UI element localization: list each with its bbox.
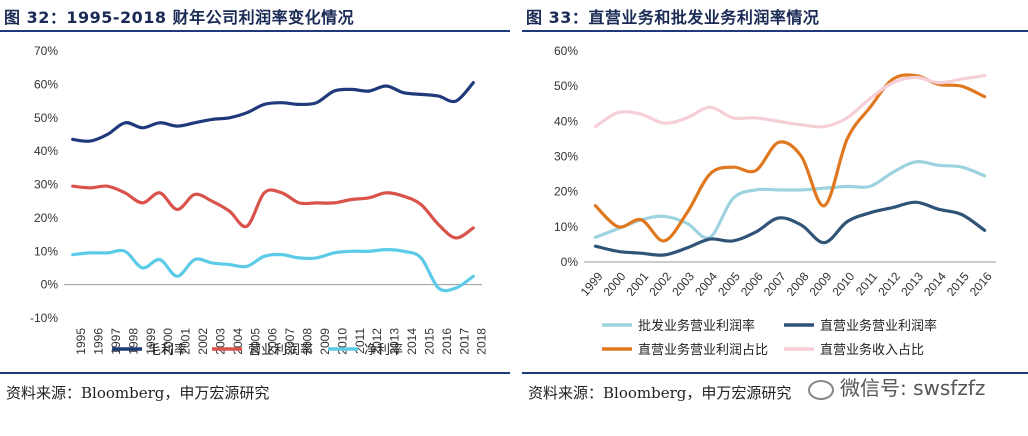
x-tick-label: 2012 (370, 328, 384, 355)
y-tick-label: 10% (554, 220, 578, 234)
x-tick-label: 2015 (422, 328, 436, 355)
x-tick-label: 2002 (646, 269, 674, 299)
x-tick-label: 2006 (738, 269, 766, 299)
x-tick-label: 1995 (74, 328, 88, 355)
x-tick-label: 2013 (898, 269, 926, 299)
x-tick-label: 1999 (578, 269, 606, 299)
x-tick-label: 2014 (921, 269, 949, 299)
series-line-1 (71, 81, 475, 143)
y-tick-label: 60% (554, 44, 578, 58)
y-tick-label: 20% (554, 185, 578, 199)
x-tick-label: 2008 (784, 269, 812, 299)
x-tick-label: 1999 (144, 328, 158, 355)
x-tick-label: 2002 (196, 328, 210, 355)
x-tick-label: 2001 (623, 269, 651, 299)
figure-33-panel: 图 33：直营业务和批发业务利润率情况 0% 10% 20% 30% 40% 50% 60%… (522, 0, 1028, 436)
figure-32-panel: 图 32：1995-2018 财年公司利润率变化情况 -10% 0% 10% 20% 3… (0, 0, 510, 436)
legend-label: 直营业务收入占比 (820, 342, 924, 358)
wechat-watermark: 微信号: swsfzfz (808, 372, 985, 401)
x-tick-label: 2007 (283, 328, 297, 355)
x-tick-label: 2003 (669, 269, 697, 299)
x-tick-label: 2007 (761, 269, 789, 299)
legend-label: 批发业务营业利润率 (638, 318, 755, 334)
y-tick-label: 0% (41, 278, 59, 292)
series-line-2 (593, 200, 987, 257)
x-tick-label: 2018 (475, 328, 489, 355)
y-tick-label: 0% (561, 255, 579, 269)
x-tick-label: 2009 (807, 269, 835, 299)
x-tick-label: 2005 (715, 269, 743, 299)
x-tick-label: 2016 (967, 269, 995, 299)
figure-32-source: 资料来源：Bloomberg，申万宏源研究 (6, 384, 270, 402)
x-tick-label: 2000 (161, 328, 175, 355)
x-tick-label: 2014 (405, 328, 419, 355)
y-tick-label: -10% (30, 311, 58, 325)
x-tick-label: 2013 (388, 328, 402, 355)
series-line-2 (71, 184, 475, 240)
y-tick-label: 60% (34, 77, 58, 91)
figure-33-source: 资料来源：Bloomberg，申万宏源研究 (528, 384, 792, 402)
series-line-4 (593, 74, 987, 129)
x-tick-label: 2015 (944, 269, 972, 299)
x-tick-label: 2005 (248, 328, 262, 355)
watermark-text: 微信号: swsfzfz (840, 376, 986, 400)
y-tick-label: 30% (34, 178, 58, 192)
y-tick-label: 20% (34, 211, 58, 225)
x-tick-label: 2006 (266, 328, 280, 355)
x-tick-label: 2017 (457, 328, 471, 355)
x-tick-label: 2012 (875, 269, 903, 299)
legend-label: 净利率 (364, 342, 403, 358)
x-tick-label: 2016 (440, 328, 454, 355)
x-tick-label: 2008 (301, 328, 315, 355)
y-tick-label: 40% (554, 114, 578, 128)
y-tick-label: 40% (34, 144, 58, 158)
legend-label: 毛利率 (148, 342, 187, 358)
source-divider (522, 372, 1028, 374)
series-line-3 (71, 248, 475, 293)
figure-33-chart: 0% 10% 20% 30% 40% 50% 60% 19992000200120022003… (554, 44, 996, 358)
legend-label: 直营业务营业利润率 (820, 318, 937, 334)
y-tick-label: 10% (34, 244, 58, 258)
legend-label: 营业利润率 (248, 342, 313, 358)
figure-33-title: 图 33：直营业务和批发业务利润率情况 (526, 8, 820, 27)
wechat-icon (808, 379, 834, 400)
y-tick-label: 30% (554, 150, 578, 164)
title-divider (0, 30, 510, 32)
legend-label: 直营业务营业利润占比 (638, 342, 768, 358)
x-tick-label: 2000 (601, 269, 629, 299)
x-tick-label: 2001 (179, 328, 193, 355)
x-tick-label: 2011 (853, 269, 881, 298)
x-tick-label: 2010 (829, 269, 857, 299)
figure-32-chart: -10%0%10%20%30%40%50%60%70%1995 1996 1997 1… (30, 44, 489, 358)
figure-32-title: 图 32：1995-2018 财年公司利润率变化情况 (4, 8, 355, 27)
y-tick-label: 70% (34, 44, 58, 58)
y-tick-label: 50% (34, 111, 58, 125)
series-line-1 (593, 159, 987, 240)
x-tick-label: 2004 (692, 269, 720, 299)
x-tick-label: 1996 (92, 328, 106, 355)
y-tick-label: 50% (554, 79, 578, 93)
title-divider (522, 30, 1028, 32)
source-divider (0, 372, 510, 374)
